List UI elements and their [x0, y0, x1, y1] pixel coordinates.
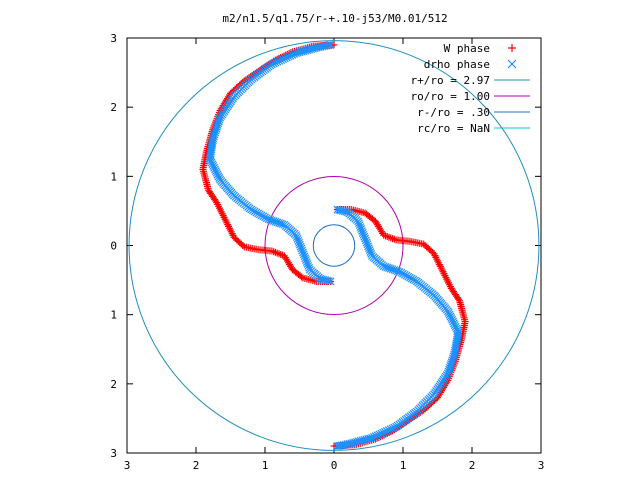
y-tick-label: 1 — [110, 309, 117, 322]
y-tick-label: 0 — [110, 240, 117, 253]
data-point — [335, 441, 344, 450]
x-tick-label: 0 — [331, 459, 338, 472]
y-tick-label: 2 — [110, 101, 117, 114]
data-point — [330, 442, 338, 450]
legend-marker-swatch — [508, 44, 516, 52]
y-tick-label: 1 — [110, 170, 117, 183]
reference-circles — [128, 40, 540, 451]
y-tick-label: 3 — [110, 32, 117, 45]
data-point — [330, 41, 338, 49]
x-tick-label: 1 — [262, 459, 269, 472]
x-tick-label: 1 — [400, 459, 407, 472]
circle-r- — [312, 224, 356, 267]
data-point — [326, 40, 335, 49]
legend-label: r-/ro = .30 — [417, 106, 490, 119]
y-tick-label: 3 — [110, 447, 117, 460]
y-tick-label: 2 — [110, 378, 117, 391]
circle-r+ — [128, 40, 540, 451]
data-point — [333, 442, 342, 451]
legend-label: drho phase — [424, 58, 490, 71]
legend-label: W phase — [444, 42, 490, 55]
x-tick-label: 2 — [193, 459, 200, 472]
circle-ro — [264, 176, 404, 315]
legend-label: r+/ro = 2.97 — [411, 74, 490, 87]
data-point — [455, 295, 463, 303]
x-tick-label: 3 — [538, 459, 545, 472]
data-point — [205, 188, 213, 196]
legend: W phase drho phase r+/ro = 2.97 ro/ro = 1.0… — [411, 42, 530, 135]
data-series — [199, 40, 469, 451]
legend-label: ro/ro = 1.00 — [411, 90, 490, 103]
legend-marker-swatch — [507, 59, 517, 69]
x-tick-label: 3 — [124, 459, 131, 472]
data-point — [324, 41, 333, 50]
x-tick-label: 2 — [469, 459, 476, 472]
series-drho-phase — [205, 40, 463, 451]
chart-title: m2/n1.5/q1.75/r-+.10-j53/M0.01/512 — [222, 12, 447, 25]
legend-label: rc/ro = NaN — [417, 122, 490, 135]
